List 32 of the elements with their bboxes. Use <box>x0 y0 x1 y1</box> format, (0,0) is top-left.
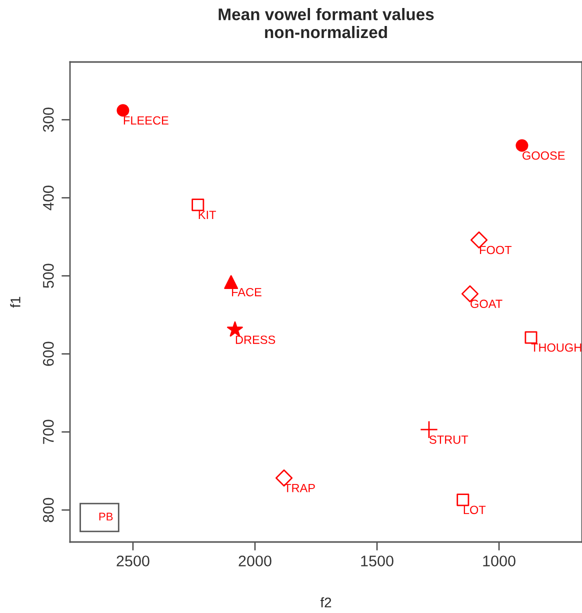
x-tick-label: 1000 <box>483 556 516 566</box>
point <box>224 275 238 290</box>
x-tick-label: 2000 <box>238 556 272 566</box>
y-tick-label: 700 <box>42 420 54 444</box>
x-tick-label: 2500 <box>116 556 150 566</box>
y-tick-label: 800 <box>42 498 54 522</box>
chart-title: Mean vowel formant values <box>218 8 434 20</box>
annotation: THOUGH <box>531 343 582 352</box>
annotation: LOT <box>464 506 486 514</box>
annotation: KIT <box>198 210 216 219</box>
annotation: PB <box>99 512 113 520</box>
annotation: STRUT <box>430 435 468 444</box>
x-axis-title: f2 <box>320 597 332 608</box>
annotation: TRAP <box>284 484 315 492</box>
y-tick-label: 300 <box>42 108 54 132</box>
point <box>192 198 204 212</box>
point <box>116 104 130 117</box>
annotation: FLEECE <box>124 116 168 125</box>
annotation: GOAT <box>470 300 502 308</box>
chart-subtitle: non-normalized <box>265 26 387 38</box>
x-tick-label: 1500 <box>361 556 394 566</box>
y-tick-label: 400 <box>42 186 54 210</box>
y-axis-title: f1 <box>10 296 20 308</box>
point <box>524 331 538 344</box>
y-tick-label: 500 <box>42 264 54 288</box>
point <box>516 139 528 152</box>
annotation: DRESS <box>236 336 276 344</box>
point <box>456 494 470 506</box>
annotation: GOOSE <box>522 151 565 160</box>
annotation: FOOT <box>480 246 512 254</box>
y-tick-label: 600 <box>42 342 54 366</box>
point <box>227 321 243 337</box>
